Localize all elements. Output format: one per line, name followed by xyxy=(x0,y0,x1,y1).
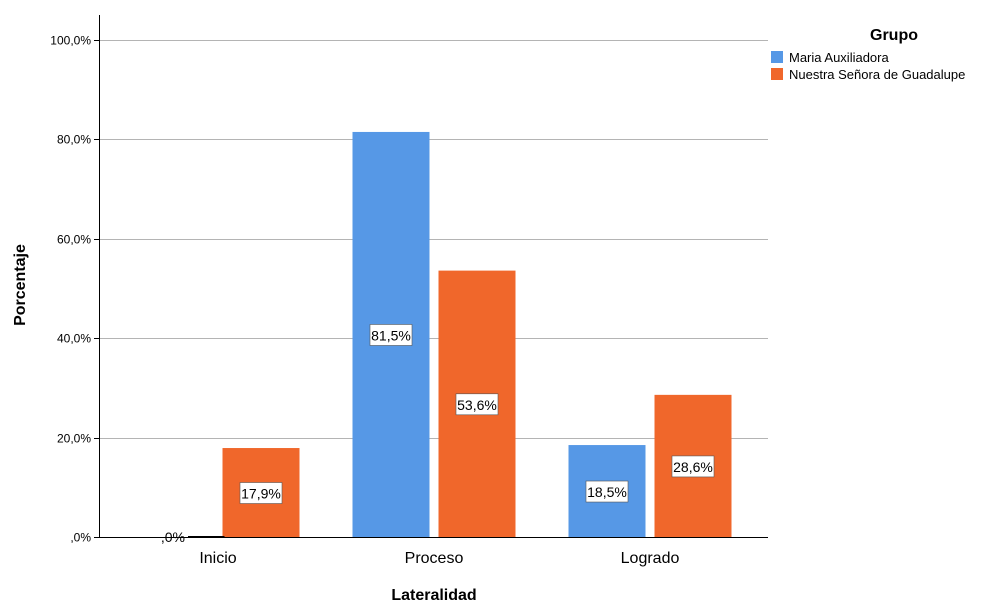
y-tick-label: 60,0% xyxy=(57,233,91,247)
x-category-label: Logrado xyxy=(621,550,680,567)
data-label-box xyxy=(585,480,629,503)
data-label-box xyxy=(671,455,715,478)
y-tick-label: 80,0% xyxy=(57,133,91,147)
x-axis-title: Lateralidad xyxy=(391,587,476,603)
y-tick-label: ,0% xyxy=(70,531,91,545)
x-category-label: Proceso xyxy=(405,550,464,567)
axes xyxy=(94,15,768,538)
y-tick-labels: ,0% 20,0% 40,0% 60,0% 80,0% 100,0% xyxy=(50,34,91,545)
data-label: 28,6% xyxy=(673,459,713,475)
data-label-box xyxy=(369,324,413,346)
y-tick-label: 20,0% xyxy=(57,432,91,446)
legend-title: Grupo xyxy=(870,27,918,44)
data-label-box xyxy=(239,482,283,504)
gridlines xyxy=(99,40,768,439)
legend-entry-label: Maria Auxiliadora xyxy=(789,50,889,65)
data-label: 18,5% xyxy=(587,484,627,500)
legend-swatch xyxy=(771,68,783,80)
legend-swatch xyxy=(771,51,783,63)
x-category-label: Inicio xyxy=(199,550,236,567)
data-labels: ,0%17,9%81,5%53,6%18,5%28,6% xyxy=(161,324,715,545)
data-label: 81,5% xyxy=(371,327,411,343)
data-label: 17,9% xyxy=(241,486,281,502)
data-label-box xyxy=(455,393,499,416)
category-labels: Inicio Proceso Logrado xyxy=(199,550,679,567)
legend: Grupo Maria Auxiliadora Nuestra Señora de… xyxy=(771,27,965,82)
y-axis-title: Porcentaje xyxy=(12,244,29,326)
y-tick-label: 100,0% xyxy=(50,34,91,48)
data-label: 53,6% xyxy=(457,397,497,413)
legend-entry-label: Nuestra Señora de Guadalupe xyxy=(789,67,965,82)
bars xyxy=(222,131,732,537)
y-tick-label: 40,0% xyxy=(57,332,91,346)
